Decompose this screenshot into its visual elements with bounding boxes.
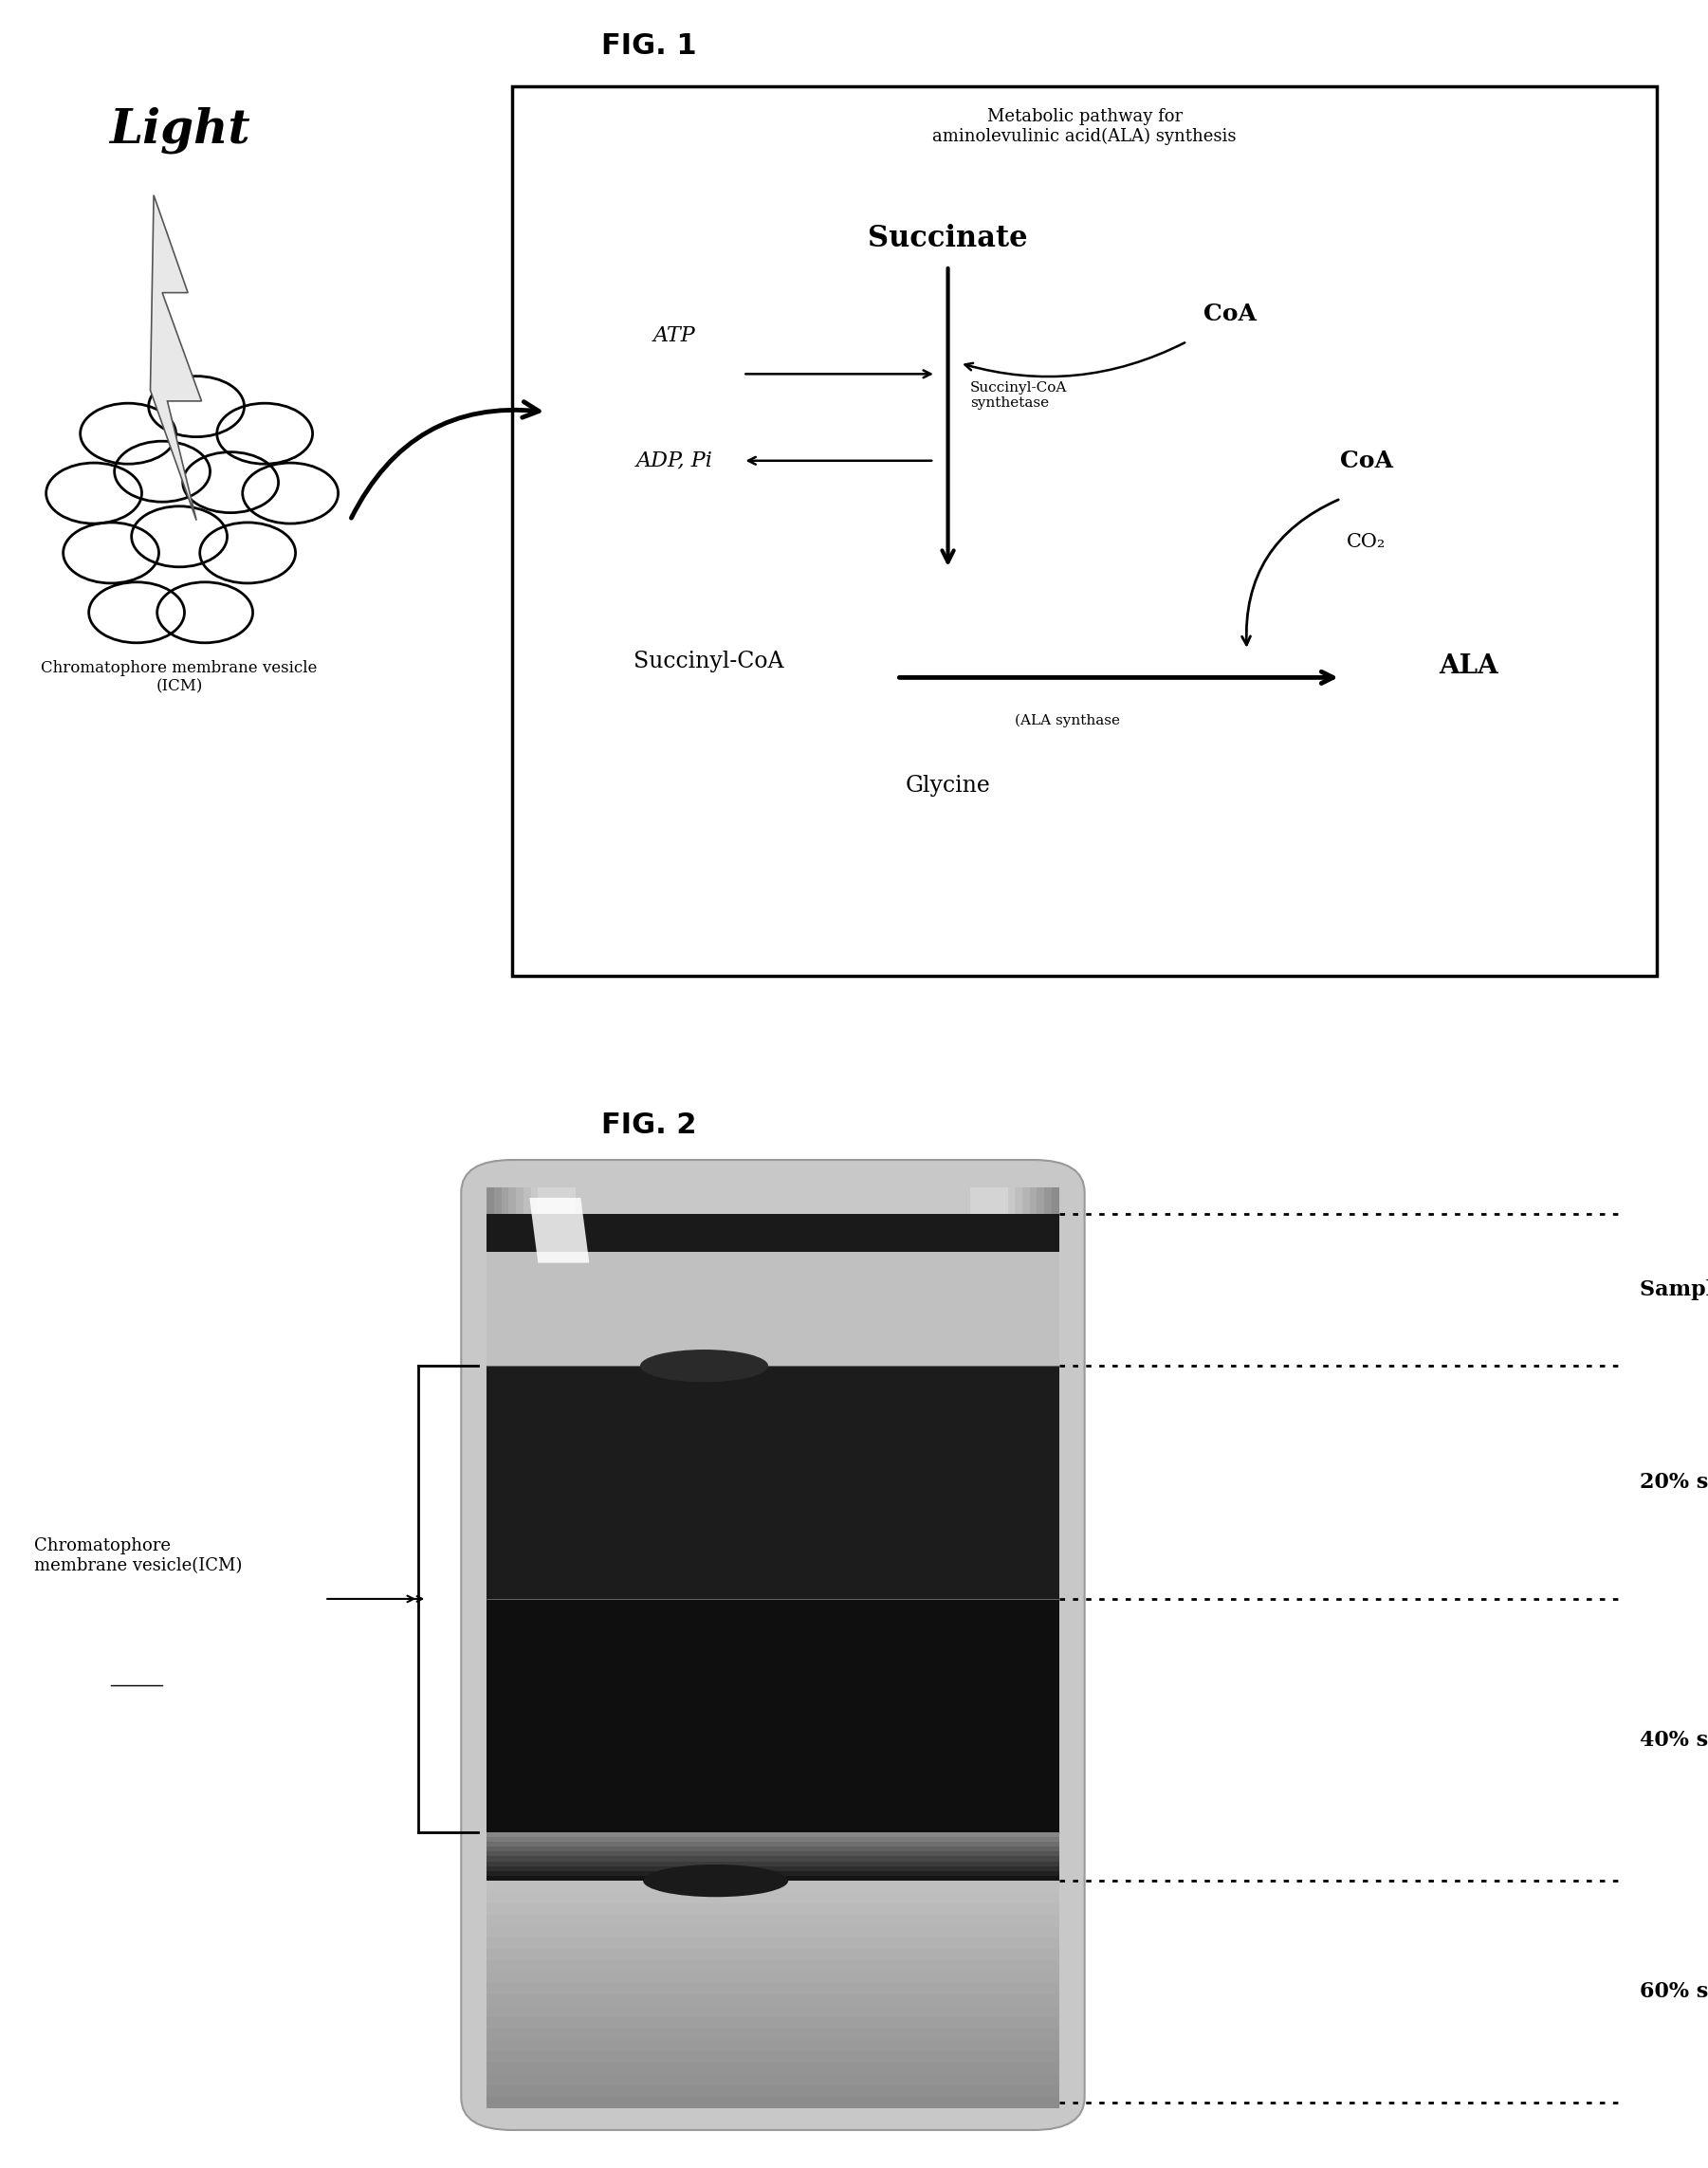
Bar (487, 1836, 1059, 1843)
Bar (523, 1188, 560, 2103)
Bar (538, 1188, 576, 2103)
Polygon shape (529, 1197, 589, 1262)
Ellipse shape (640, 1348, 769, 1383)
Bar (487, 1832, 1059, 1836)
Bar (487, 2029, 1059, 2040)
Bar (487, 1847, 1059, 1851)
Bar (509, 1188, 547, 2103)
Bar (487, 2016, 1059, 2029)
Bar (487, 1904, 1059, 1914)
Text: ADP, Pi: ADP, Pi (637, 451, 712, 470)
Bar (531, 1188, 569, 2103)
Text: 60% sucrose: 60% sucrose (1640, 1982, 1708, 2003)
Text: Chromatophore
membrane vesicle(ICM): Chromatophore membrane vesicle(ICM) (34, 1537, 243, 1574)
Bar (487, 1856, 1059, 1860)
Bar (977, 1188, 1015, 2103)
Bar (494, 1188, 531, 2103)
Text: (ALA synthase: (ALA synthase (1015, 713, 1120, 728)
Bar (502, 1188, 540, 2103)
Bar (487, 1984, 1059, 1995)
Text: Glycine: Glycine (905, 774, 991, 798)
Text: Chromatophore membrane vesicle
(ICM): Chromatophore membrane vesicle (ICM) (41, 659, 318, 696)
Bar (512, 87, 1657, 976)
Bar (487, 1214, 1059, 1253)
Text: FIG. 2: FIG. 2 (601, 1110, 697, 1138)
Bar (487, 1253, 1059, 1366)
Bar (487, 2075, 1059, 2086)
Bar (487, 1188, 524, 2103)
Bar (487, 2086, 1059, 2096)
Bar (487, 2051, 1059, 2064)
Bar (487, 1851, 1059, 1856)
Text: Succinyl-CoA: Succinyl-CoA (634, 650, 784, 672)
Text: ALA: ALA (1440, 655, 1498, 679)
Bar (970, 1188, 1008, 2103)
Polygon shape (150, 195, 202, 520)
Bar (487, 2005, 1059, 2016)
Text: CO₂: CO₂ (1348, 533, 1385, 551)
Bar (1015, 1188, 1052, 2103)
Bar (986, 1188, 1023, 2103)
Bar (487, 1995, 1059, 2005)
Text: 20% sucrose: 20% sucrose (1640, 1472, 1708, 1494)
Text: FIG. 1: FIG. 1 (601, 33, 697, 61)
Bar (992, 1188, 1030, 2103)
Bar (487, 1960, 1059, 1973)
Text: 40% sucrose: 40% sucrose (1640, 1730, 1708, 1750)
Bar (487, 1893, 1059, 1904)
Ellipse shape (642, 1864, 789, 1897)
Bar (487, 1875, 1059, 1880)
FancyArrowPatch shape (352, 401, 538, 518)
Bar (487, 1925, 1059, 1938)
Bar (487, 2064, 1059, 2075)
Bar (487, 1914, 1059, 1925)
Bar (487, 1366, 1059, 1600)
Bar (487, 1938, 1059, 1949)
Bar (487, 1867, 1059, 1871)
Bar (516, 1188, 553, 2103)
Bar (487, 1973, 1059, 1984)
Bar (487, 1871, 1059, 1875)
Bar (1021, 1188, 1059, 2103)
FancyBboxPatch shape (461, 1160, 1085, 2129)
Bar (487, 2096, 1059, 2107)
Bar (487, 1860, 1059, 1867)
Bar (487, 1843, 1059, 1847)
Text: Sample layer: Sample layer (1640, 1279, 1708, 1301)
Text: ATP: ATP (654, 325, 695, 347)
Text: Metabolic pathway for
aminolevulinic acid(ALA) synthesis: Metabolic pathway for aminolevulinic aci… (933, 108, 1237, 145)
Bar (1006, 1188, 1044, 2103)
Text: Succinate: Succinate (868, 223, 1028, 254)
Text: Succinyl-CoA
synthetase: Succinyl-CoA synthetase (970, 382, 1068, 410)
Bar (487, 1600, 1059, 1832)
Bar (487, 2040, 1059, 2051)
Bar (999, 1188, 1037, 2103)
Bar (487, 1880, 1059, 1893)
Bar (487, 1949, 1059, 1960)
Text: CoA: CoA (1339, 449, 1394, 473)
Text: CoA: CoA (1202, 304, 1257, 325)
Text: Light: Light (109, 106, 249, 154)
